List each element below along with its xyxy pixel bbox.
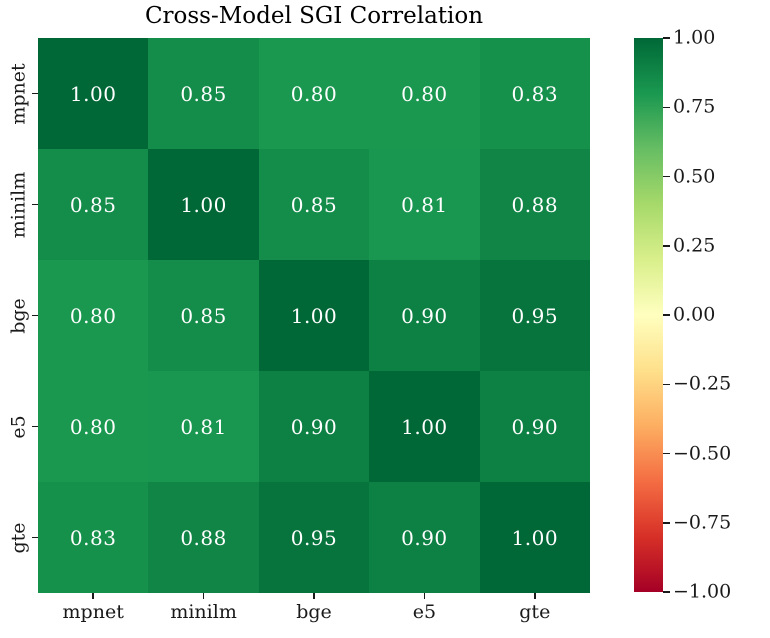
heatmap-cell-mpnet-bge: 0.80: [258, 38, 370, 149]
y-tick-label-minilm: minilm: [7, 171, 30, 238]
y-tick-label-bge: bge: [7, 297, 30, 334]
colorbar-tick-mark: [663, 383, 670, 385]
heatmap-cell-gte-mpnet: 0.83: [38, 482, 149, 593]
heatmap-cell-gte-bge: 0.95: [258, 482, 370, 593]
x-tick-label-e5: e5: [412, 601, 437, 623]
colorbar-tick-label-−0.25: −0.25: [673, 372, 732, 395]
colorbar-tick-label-−0.50: −0.50: [673, 442, 732, 464]
heatmap-cell-minilm-gte: 0.88: [479, 149, 590, 260]
y-tick-mark: [32, 314, 38, 317]
heatmap-cell-mpnet-mpnet: 1.00: [38, 38, 149, 149]
heatmap-cell-mpnet-e5: 0.80: [369, 38, 480, 149]
heatmap-cell-minilm-bge: 0.85: [258, 149, 370, 260]
colorbar-tick-label-−0.75: −0.75: [673, 511, 732, 534]
heatmap-cell-mpnet-minilm: 0.85: [148, 38, 259, 149]
y-tick-label-e5: e5: [7, 414, 30, 439]
heatmap-cell-bge-bge: 1.00: [258, 260, 370, 371]
x-tick-label-minilm: minilm: [170, 601, 237, 623]
x-tick-label-mpnet: mpnet: [62, 601, 124, 623]
heatmap-cell-bge-e5: 0.90: [369, 260, 480, 371]
heatmap-cell-bge-mpnet: 0.80: [38, 260, 149, 371]
heatmap-cell-minilm-e5: 0.81: [369, 149, 480, 260]
colorbar-tick-label-0.00: 0.00: [673, 303, 716, 326]
colorbar-tick-mark: [663, 591, 670, 593]
x-tick-label-gte: gte: [519, 601, 551, 623]
x-tick-mark: [313, 593, 315, 599]
x-tick-mark: [423, 593, 426, 599]
heatmap-cell-minilm-mpnet: 0.85: [38, 149, 149, 260]
x-tick-mark: [92, 593, 94, 599]
colorbar-tick-label-−1.00: −1.00: [673, 580, 732, 603]
colorbar-tick-mark: [663, 522, 670, 524]
heatmap-cell-gte-e5: 0.90: [369, 482, 480, 593]
heatmap-cell-e5-gte: 0.90: [479, 371, 590, 482]
heatmap-cell-minilm-minilm: 1.00: [148, 149, 259, 260]
y-tick-mark: [32, 203, 38, 206]
heatmap-cell-bge-minilm: 0.85: [148, 260, 259, 371]
x-tick-mark: [534, 593, 536, 599]
colorbar-tick-mark: [663, 175, 670, 178]
x-tick-label-bge: bge: [296, 601, 332, 623]
colorbar: [634, 38, 663, 592]
heatmap-cell-bge-gte: 0.95: [479, 260, 590, 371]
colorbar-tick-label-0.50: 0.50: [673, 165, 716, 187]
heatmap-cell-gte-gte: 1.00: [479, 482, 590, 593]
colorbar-tick-label-0.25: 0.25: [673, 234, 716, 257]
colorbar-tick-mark: [663, 106, 670, 108]
heatmap-cell-gte-minilm: 0.88: [148, 482, 259, 593]
y-tick-label-gte: gte: [7, 521, 30, 554]
colorbar-tick-label-1.00: 1.00: [673, 26, 716, 49]
colorbar-tick-mark: [663, 452, 670, 455]
heatmap-cell-e5-bge: 0.90: [258, 371, 370, 482]
colorbar-tick-mark: [663, 245, 670, 247]
heatmap-cell-e5-e5: 1.00: [369, 371, 480, 482]
heatmap-cell-e5-minilm: 0.81: [148, 371, 259, 482]
chart-title: Cross-Model SGI Correlation: [144, 3, 484, 29]
y-tick-label-mpnet: mpnet: [7, 62, 30, 125]
x-tick-mark: [202, 593, 205, 599]
y-tick-mark: [32, 425, 38, 428]
colorbar-tick-mark: [663, 37, 670, 39]
y-tick-mark: [32, 92, 38, 95]
y-tick-mark: [32, 536, 38, 539]
heatmap-grid: 1.00 0.85 0.80 0.80 0.83 0.85 1.00 0.85 0.81 0.88…: [38, 38, 590, 593]
colorbar-tick-mark: [663, 314, 670, 316]
heatmap-cell-e5-mpnet: 0.80: [38, 371, 149, 482]
heatmap-cell-mpnet-gte: 0.83: [479, 38, 590, 149]
colorbar-tick-label-0.75: 0.75: [673, 95, 716, 118]
